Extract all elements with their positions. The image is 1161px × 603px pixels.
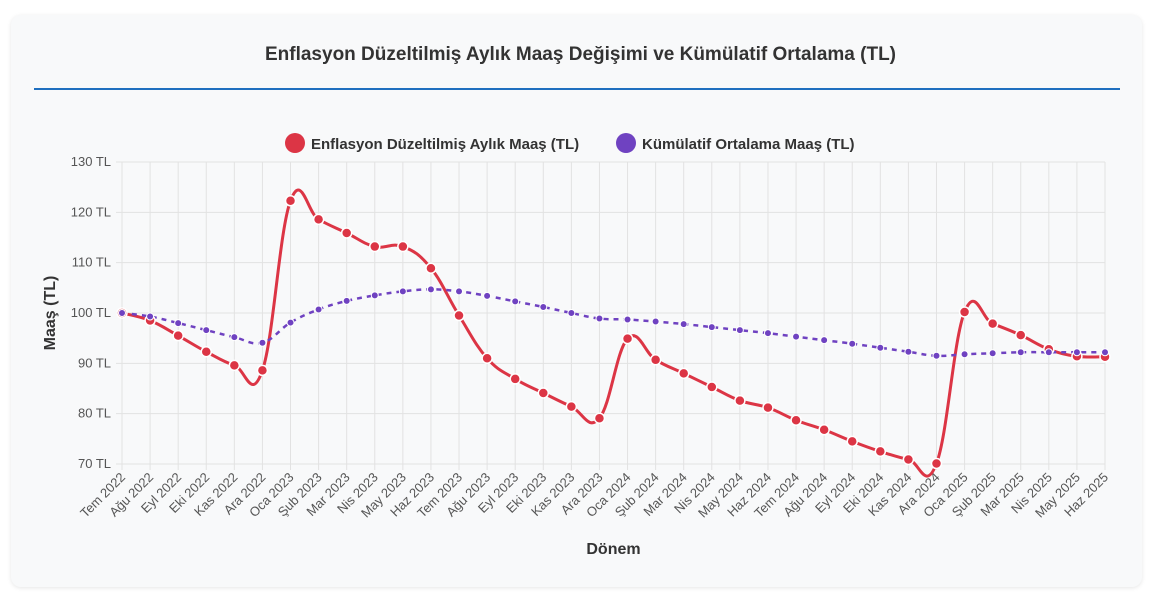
- data-point[interactable]: [930, 457, 943, 470]
- data-point[interactable]: [735, 326, 744, 335]
- data-point[interactable]: [762, 401, 774, 414]
- data-point[interactable]: [398, 287, 407, 296]
- data-point[interactable]: [848, 339, 857, 348]
- data-point[interactable]: [565, 400, 578, 413]
- data-point[interactable]: [537, 387, 550, 399]
- legend-marker: [285, 133, 305, 153]
- data-point[interactable]: [567, 309, 576, 317]
- data-point[interactable]: [792, 332, 801, 341]
- chart-title: Enflasyon Düzeltilmiş Aylık Maaş Değişim…: [264, 44, 897, 65]
- series-line-1: [121, 188, 1106, 478]
- data-point[interactable]: [706, 381, 718, 393]
- data-point[interactable]: [340, 227, 353, 239]
- data-point[interactable]: [369, 240, 381, 253]
- data-point[interactable]: [284, 195, 297, 207]
- data-point[interactable]: [397, 240, 409, 253]
- y-tick-label: 80 TL: [78, 406, 111, 421]
- data-point[interactable]: [174, 319, 183, 328]
- data-point[interactable]: [1014, 329, 1027, 341]
- data-point[interactable]: [172, 329, 184, 342]
- data-point[interactable]: [623, 315, 632, 324]
- data-point[interactable]: [649, 354, 662, 366]
- data-point[interactable]: [986, 317, 999, 330]
- y-tick-label: 110 TL: [72, 255, 111, 270]
- data-point[interactable]: [1016, 348, 1025, 357]
- legend[interactable]: Enflasyon Düzeltilmiş Aylık Maaş (TL) Küm…: [285, 133, 855, 153]
- chart-grid: [116, 161, 1106, 470]
- data-point[interactable]: [707, 323, 716, 332]
- data-point[interactable]: [595, 314, 604, 323]
- data-point[interactable]: [146, 312, 155, 321]
- data-point[interactable]: [312, 213, 325, 226]
- data-point[interactable]: [230, 333, 239, 342]
- data-point[interactable]: [679, 320, 688, 329]
- data-point[interactable]: [509, 373, 521, 385]
- data-point[interactable]: [118, 309, 126, 317]
- data-point[interactable]: [988, 349, 997, 358]
- data-point[interactable]: [256, 364, 269, 377]
- y-tick-label: 120 TL: [71, 204, 111, 219]
- data-point[interactable]: [593, 412, 606, 424]
- data-point[interactable]: [1072, 348, 1081, 357]
- data-point[interactable]: [1101, 348, 1109, 357]
- data-point[interactable]: [820, 336, 829, 345]
- y-tick-label: 100 TL: [71, 305, 111, 320]
- data-point[interactable]: [958, 306, 971, 318]
- data-point[interactable]: [790, 414, 802, 426]
- data-point[interactable]: [876, 343, 885, 352]
- legend-marker: [616, 133, 636, 153]
- y-axis: 70 TL 80 TL 90 TL 100 TL 110 TL 120 TL 130 TL: [71, 154, 111, 471]
- title-divider: [34, 88, 1120, 90]
- data-point[interactable]: [426, 285, 435, 294]
- data-point[interactable]: [342, 296, 351, 305]
- data-point[interactable]: [202, 326, 211, 335]
- chart-card: [11, 15, 1142, 587]
- data-point[interactable]: [200, 346, 213, 358]
- y-tick-label: 130 TL: [71, 154, 111, 169]
- legend-item-1[interactable]: Enflasyon Düzeltilmiş Aylık Maaş (TL): [285, 133, 579, 153]
- data-point[interactable]: [818, 424, 830, 436]
- data-point[interactable]: [846, 435, 858, 448]
- data-point[interactable]: [455, 287, 464, 296]
- data-point[interactable]: [763, 329, 772, 338]
- y-tick-label: 70 TL: [78, 456, 111, 471]
- data-point[interactable]: [874, 445, 887, 458]
- data-point[interactable]: [651, 317, 660, 326]
- legend-label: Enflasyon Düzeltilmiş Aylık Maaş (TL): [311, 136, 579, 153]
- series-lines: [121, 188, 1106, 478]
- y-axis-title: Maaş (TL): [42, 276, 59, 351]
- data-point[interactable]: [228, 359, 241, 372]
- data-point[interactable]: [932, 351, 941, 360]
- data-point[interactable]: [453, 309, 465, 322]
- data-point[interactable]: [314, 305, 323, 314]
- data-point[interactable]: [902, 453, 915, 466]
- data-point[interactable]: [286, 318, 295, 327]
- x-axis-title: Dönem: [586, 541, 640, 558]
- data-point[interactable]: [425, 262, 437, 274]
- data-point[interactable]: [621, 332, 634, 345]
- legend-label: Kümülatif Ortalama Maaş (TL): [642, 136, 855, 153]
- data-point[interactable]: [483, 291, 492, 300]
- data-point[interactable]: [481, 352, 493, 365]
- series-points: [116, 195, 1111, 470]
- y-tick-label: 90 TL: [78, 355, 111, 370]
- data-point[interactable]: [734, 394, 746, 407]
- data-point[interactable]: [1044, 348, 1053, 357]
- legend-item-2[interactable]: Kümülatif Ortalama Maaş (TL): [616, 133, 855, 153]
- data-point[interactable]: [539, 302, 548, 311]
- data-point[interactable]: [677, 367, 690, 380]
- data-point[interactable]: [511, 297, 520, 306]
- data-point[interactable]: [258, 338, 267, 347]
- data-point[interactable]: [960, 350, 969, 359]
- data-point[interactable]: [370, 291, 379, 300]
- data-point[interactable]: [904, 347, 913, 356]
